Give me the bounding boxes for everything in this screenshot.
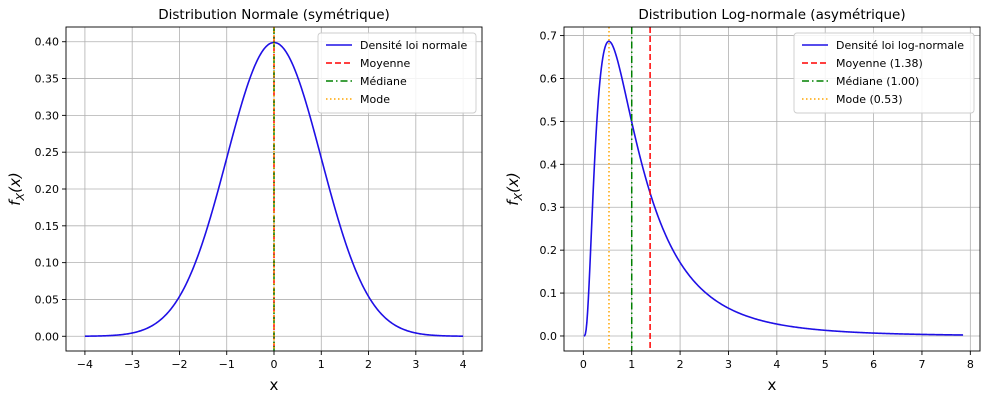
x-tick-label: −1: [219, 358, 235, 371]
x-tick-label: 0: [580, 358, 587, 371]
legend-entry: Médiane (1.00): [836, 75, 919, 88]
legend-entry: Moyenne (1.38): [836, 57, 923, 70]
x-axis-label: x: [768, 376, 777, 394]
legend-entry: Densité loi log-normale: [836, 39, 964, 52]
x-tick-label: 1: [628, 358, 635, 371]
y-tick-label: 0.2: [540, 244, 558, 257]
x-tick-label: 8: [967, 358, 974, 371]
y-tick-label: 0.40: [35, 36, 60, 49]
y-tick-label: 0.15: [35, 220, 60, 233]
y-tick-label: 0.00: [35, 330, 60, 343]
legend-entry: Densité loi normale: [360, 39, 467, 52]
x-tick-label: 4: [773, 358, 780, 371]
chart-title: Distribution Log-normale (asymétrique): [638, 7, 905, 23]
x-tick-label: 7: [918, 358, 925, 371]
legend-entry: Mode (0.53): [836, 93, 903, 106]
y-tick-label: 0.7: [540, 30, 558, 43]
legend-box: [317, 32, 477, 114]
x-tick-label: 3: [412, 358, 419, 371]
y-tick-label: 0.25: [35, 146, 60, 159]
y-tick-label: 0.6: [540, 72, 558, 85]
x-tick-label: −3: [124, 358, 140, 371]
x-tick-label: 0: [271, 358, 278, 371]
plot-frame: [563, 26, 981, 352]
y-tick-label: 0.35: [35, 73, 60, 86]
legend-entry: Médiane: [360, 75, 407, 88]
x-tick-label: −2: [171, 358, 187, 371]
x-tick-label: 3: [725, 358, 732, 371]
legend-entry: Moyenne: [360, 57, 410, 70]
chart-title: Distribution Normale (symétrique): [158, 7, 390, 23]
x-tick-label: 2: [677, 358, 684, 371]
chart-2: 0 1 2 3 4 5 6 7 8 0.0 0.1 0.2 0.3 0.4 0.5 0.6 0.7 Distrib…: [504, 7, 981, 394]
y-axis-label: fX(x): [504, 172, 525, 205]
x-tick-label: 6: [870, 358, 877, 371]
legend-entry: Mode: [360, 93, 390, 106]
y-tick-label: 0.10: [35, 257, 60, 270]
y-tick-label: 0.05: [35, 293, 60, 306]
y-tick-label: 0.30: [35, 109, 60, 122]
y-tick-label: 0.3: [540, 201, 558, 214]
y-tick-label: 0.4: [540, 158, 558, 171]
x-tick-label: 5: [822, 358, 829, 371]
x-tick-label: 2: [365, 358, 372, 371]
legend: Densité loi log-normale Moyenne (1.38) Méd…: [793, 32, 975, 114]
legend: Densité loi normale Moyenne Médiane Mode: [317, 32, 477, 114]
chart-1: −4 −3 −2 −1 0 1 2 3 4 0.00 0.05 0.10 0.15 0.20 0.25 0.3…: [6, 7, 483, 394]
x-axis-label: x: [270, 376, 279, 394]
y-tick-label: 0.20: [35, 183, 60, 196]
density-curve: [583, 40, 964, 337]
y-tick-label: 0.1: [540, 287, 558, 300]
y-tick-label: 0.0: [540, 330, 558, 343]
y-tick-label: 0.5: [540, 115, 558, 128]
y-axis-label: fX(x): [6, 172, 27, 205]
x-tick-label: 4: [460, 358, 467, 371]
x-tick-label: −4: [77, 358, 93, 371]
x-tick-label: 1: [318, 358, 325, 371]
legend-box: [793, 32, 975, 114]
